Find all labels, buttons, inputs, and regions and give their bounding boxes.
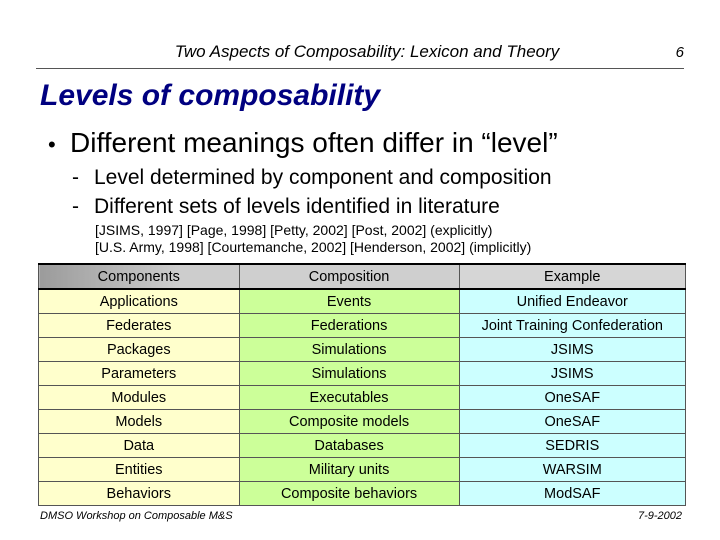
cell-composition: Composite behaviors — [238, 481, 460, 506]
footer-left: DMSO Workshop on Composable M&S — [40, 510, 233, 522]
main-bullet: • Different meanings often differ in “lev… — [48, 127, 558, 159]
sub-bullet-text: Level determined by component and compos… — [94, 166, 552, 189]
cell-component: Behaviors — [38, 481, 240, 506]
header-title: Two Aspects of Composability: Lexicon an… — [174, 42, 560, 61]
table-row: Data Databases SEDRIS — [38, 433, 687, 458]
table-row: Modules Executables OneSAF — [38, 385, 687, 410]
cell-component: Modules — [38, 385, 240, 410]
table-row: Entities Military units WARSIM — [38, 457, 687, 482]
cell-example: Joint Training Confederation — [458, 313, 687, 338]
sub-bullet: - Different sets of levels identified in … — [72, 195, 500, 219]
cell-composition: Military units — [238, 457, 460, 482]
dash-icon: - — [72, 195, 79, 218]
table-row: Models Composite models OneSAF — [38, 409, 687, 434]
cell-composition: Executables — [238, 385, 460, 410]
sub-bullet-text: Different sets of levels identified in l… — [94, 195, 500, 218]
column-header-components: Components — [38, 263, 240, 290]
cell-example: OneSAF — [458, 385, 687, 410]
column-header-example: Example — [458, 263, 687, 290]
cell-composition: Databases — [238, 433, 460, 458]
table-row: Packages Simulations JSIMS — [38, 337, 687, 362]
cell-example: OneSAF — [458, 409, 687, 434]
cell-example: SEDRIS — [458, 433, 687, 458]
table-body: Applications Events Unified Endeavor Federa… — [38, 288, 687, 506]
cell-example: Unified Endeavor — [458, 288, 687, 314]
cell-composition: Composite models — [238, 409, 460, 434]
header-divider — [36, 68, 684, 69]
page-number: 6 — [675, 44, 684, 61]
footer-date: 7-9-2002 — [637, 510, 682, 522]
cell-component: Packages — [38, 337, 240, 362]
cell-example: JSIMS — [458, 337, 687, 362]
cell-composition: Simulations — [238, 337, 460, 362]
cell-component: Applications — [38, 288, 240, 314]
slide-title: Levels of composability — [40, 79, 381, 112]
column-header-composition: Composition — [238, 263, 460, 290]
cell-composition: Federations — [238, 313, 460, 338]
bullet-dot-icon: • — [48, 132, 56, 157]
cell-composition: Events — [238, 288, 460, 314]
main-bullet-text: Different meanings often differ in “leve… — [70, 127, 558, 158]
table-row: Federates Federations Joint Training Confe… — [38, 313, 687, 338]
cell-example: WARSIM — [458, 457, 687, 482]
levels-table: Components Composition Example Applicati… — [38, 263, 687, 506]
dash-icon: - — [72, 166, 79, 189]
table-header-row: Components Composition Example — [38, 263, 687, 290]
cell-component: Federates — [38, 313, 240, 338]
cell-component: Models — [38, 409, 240, 434]
cell-component: Data — [38, 433, 240, 458]
cell-component: Entities — [38, 457, 240, 482]
cell-composition: Simulations — [238, 361, 460, 386]
cell-example: JSIMS — [458, 361, 687, 386]
table-row: Applications Events Unified Endeavor — [38, 288, 687, 314]
table-row: Behaviors Composite behaviors ModSAF — [38, 481, 687, 506]
cell-example: ModSAF — [458, 481, 687, 506]
reference-line: [U.S. Army, 1998] [Courtemanche, 2002] [… — [95, 239, 532, 255]
sub-bullet: - Level determined by component and compo… — [72, 166, 552, 190]
table-row: Parameters Simulations JSIMS — [38, 361, 687, 386]
cell-component: Parameters — [38, 361, 240, 386]
reference-line: [JSIMS, 1997] [Page, 1998] [Petty, 2002]… — [95, 222, 493, 238]
